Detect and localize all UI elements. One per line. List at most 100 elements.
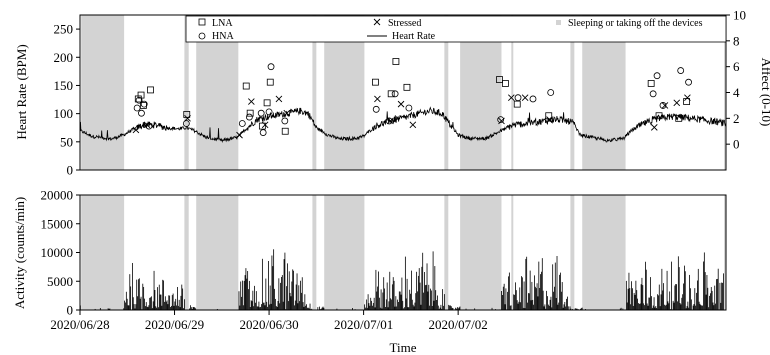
hna-marker	[182, 120, 190, 127]
sleep-band	[444, 15, 449, 170]
stressed-marker	[248, 98, 255, 105]
legend-sleep-label: Sleeping or taking off the devices	[568, 18, 703, 29]
hna-marker	[257, 109, 265, 117]
top-y2-axis-label: Affect (0-10)	[759, 58, 770, 127]
hna-marker	[265, 108, 273, 116]
x-tick-label: 2020/07/02	[429, 317, 488, 332]
hna-marker	[685, 78, 692, 86]
hna-marker	[135, 96, 143, 104]
hna-marker	[405, 104, 413, 112]
bottom-y-axis-label: Activity (counts/min)	[12, 197, 27, 309]
stressed-marker	[521, 94, 529, 101]
sleep-band	[511, 195, 514, 310]
heart-rate-affect-panel: 0 50 100 150 200 250 0 2 4 6 8 10 Heart Rate (BPM)…	[14, 8, 770, 178]
top-y-tick-label: 200	[54, 50, 74, 65]
top-y2-tick-label: 0	[733, 137, 740, 152]
legend-stressed-label: Stressed	[388, 18, 421, 29]
x-tick-label: 2020/06/30	[239, 317, 298, 332]
sleep-band	[444, 195, 449, 310]
hna-marker	[653, 72, 661, 80]
top-y2-tick-label: 2	[733, 111, 740, 126]
bottom-sleep-bands	[81, 195, 726, 310]
sleep-band	[184, 15, 189, 170]
legend-sleep-marker	[556, 20, 561, 25]
top-y-axis: 0 50 100 150 200 250	[54, 22, 80, 178]
sleep-band	[724, 195, 726, 310]
hna-marker	[677, 67, 685, 74]
hna-marker	[259, 129, 267, 136]
hna-marker	[138, 109, 145, 117]
top-y-tick-label: 0	[67, 163, 74, 178]
sleep-band	[312, 195, 317, 310]
stressed-marker	[546, 116, 553, 123]
hna-marker	[133, 104, 141, 112]
top-y2-tick-label: 4	[733, 85, 740, 100]
top-y-tick-label: 250	[54, 22, 74, 37]
top-y-tick-label: 150	[54, 78, 74, 93]
x-axis-label: Time	[390, 340, 417, 355]
legend-hna-marker	[198, 32, 206, 40]
bottom-y-tick-label: 15000	[41, 216, 74, 231]
sleep-band	[81, 15, 125, 170]
lna-marker	[147, 86, 154, 94]
lna-marker	[647, 80, 655, 87]
lna-marker	[496, 76, 503, 83]
heart-rate-line-group	[79, 106, 727, 144]
stressed-marker	[184, 115, 191, 122]
stressed-marker	[374, 95, 381, 103]
legend-lna-label: LNA	[212, 18, 233, 29]
stressed-marker	[498, 117, 505, 125]
hna-marker	[238, 120, 246, 127]
top-y2-axis: 0 2 4 6 8 10	[726, 8, 746, 152]
stressed-marker	[387, 117, 394, 125]
lna-marker	[263, 99, 271, 107]
hna-marker	[245, 113, 253, 121]
stressed-marker	[409, 121, 417, 129]
legend-lna-marker	[198, 18, 206, 26]
stressed-marker	[397, 100, 405, 108]
lna-marker	[372, 78, 379, 86]
sleep-band	[324, 195, 365, 310]
stressed-marker	[508, 94, 515, 101]
hna-marker	[385, 117, 393, 125]
stressed-marker	[283, 109, 291, 117]
top-y2-tick-label: 8	[733, 33, 740, 48]
sleep-band	[460, 195, 502, 310]
hna-marker	[659, 102, 667, 109]
legend-hna-label: HNA	[212, 31, 234, 42]
top-y-tick-label: 100	[54, 106, 74, 121]
stressed-marker	[261, 121, 269, 129]
hna-marker	[547, 89, 555, 96]
legend: LNA HNA Stressed Heart Rate Sleeping or …	[185, 15, 727, 43]
hna-marker	[391, 90, 399, 98]
lna-marker	[281, 127, 289, 135]
top-y-tick-label: 50	[60, 134, 73, 149]
sleep-band	[724, 15, 726, 170]
sleep-band	[570, 195, 575, 310]
legend-stressed-marker	[373, 18, 381, 26]
bottom-y-tick-label: 10000	[41, 245, 74, 260]
stressed-marker	[684, 94, 691, 101]
hna-marker	[649, 90, 657, 98]
legend-box	[185, 15, 727, 43]
bottom-y-tick-label: 5000	[47, 274, 73, 289]
top-y2-tick-label: 6	[733, 59, 740, 74]
sleep-band	[511, 15, 514, 170]
lna-marker	[513, 100, 521, 108]
lna-marker	[502, 80, 509, 87]
lna-marker	[140, 102, 147, 109]
stressed-marker	[650, 124, 658, 131]
lna-marker	[655, 112, 663, 120]
hna-marker	[529, 95, 537, 103]
sleep-band	[196, 195, 239, 310]
hna-marker	[372, 105, 380, 113]
hna-marker	[514, 94, 522, 102]
legend-heart-rate-label: Heart Rate	[392, 31, 436, 42]
lna-marker	[675, 114, 683, 122]
bottom-y-tick-label: 20000	[41, 188, 74, 203]
bottom-y-axis: 0 5000 10000 15000 20000	[41, 188, 80, 318]
lna-marker	[258, 122, 266, 130]
lna-marker	[246, 109, 254, 117]
bottom-y-tick-label: 0	[67, 303, 74, 318]
